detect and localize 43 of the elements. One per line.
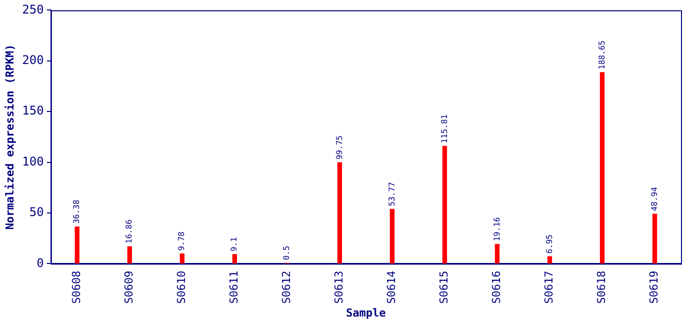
y-tick-label: 50 — [29, 205, 44, 220]
bar — [652, 214, 658, 264]
data-label: 19.16 — [492, 216, 502, 242]
bar — [127, 246, 132, 264]
x-tick-label: S0614 — [385, 270, 398, 304]
data-label: 9.1 — [230, 236, 239, 252]
x-tick-label: S0613 — [332, 270, 346, 304]
data-label: 9.78 — [177, 231, 186, 251]
x-tick-label: S0619 — [648, 270, 661, 304]
data-label: 115.81 — [440, 114, 449, 144]
data-label: 188.65 — [597, 40, 606, 70]
x-tick-label: S0617 — [542, 270, 556, 304]
x-axis-title: Sample — [346, 306, 386, 320]
y-tick-label: 0 — [36, 256, 44, 270]
bar — [232, 254, 237, 264]
data-label: 16.86 — [124, 219, 134, 244]
x-tick-label: S0611 — [228, 270, 241, 304]
bar — [337, 162, 342, 264]
y-tick-label: 100 — [22, 154, 44, 168]
x-tick-label: S0616 — [490, 270, 504, 304]
x-tick-label: S0615 — [438, 270, 451, 304]
bar — [600, 72, 605, 264]
bar — [494, 244, 500, 264]
bar — [74, 226, 80, 264]
bar — [547, 256, 552, 264]
y-axis-title: Normalized expression (RPKM) — [3, 44, 16, 230]
data-label: 48.94 — [650, 186, 659, 212]
bar — [180, 253, 184, 264]
y-tick-label: 250 — [22, 2, 44, 16]
data-label: 0.5 — [282, 246, 292, 260]
data-label: 36.38 — [72, 200, 82, 224]
x-tick-label: S0608 — [70, 270, 83, 304]
bar — [390, 208, 395, 264]
x-tick-label: S0610 — [175, 270, 188, 304]
data-label: 6.95 — [544, 234, 554, 254]
y-tick-label: 200 — [22, 53, 44, 68]
y-tick-label: 150 — [22, 104, 44, 118]
x-tick-label: S0618 — [595, 270, 608, 304]
x-tick-label: S0609 — [122, 270, 136, 304]
x-tick-label: S0612 — [280, 270, 294, 304]
data-label: 99.75 — [334, 135, 344, 160]
data-label: 53.77 — [387, 182, 396, 206]
bar — [442, 146, 448, 264]
